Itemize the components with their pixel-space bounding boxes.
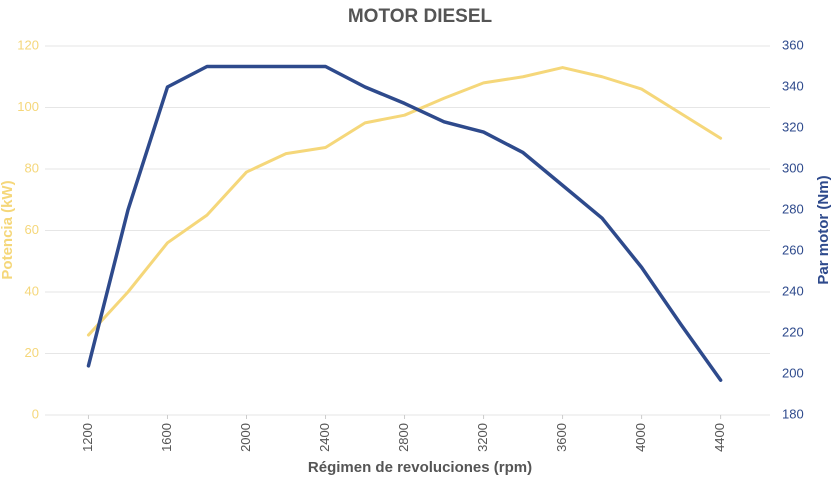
x-tick-label: 3200: [475, 423, 490, 452]
y-tick-label: 100: [17, 99, 39, 114]
y-axis-label: Potencia (kW): [0, 180, 16, 279]
y-tick-label: 80: [25, 160, 39, 175]
line-series: [86, 66, 723, 337]
x-tick-label: 1200: [80, 423, 95, 452]
x-tick-label: 2400: [317, 423, 332, 452]
x-tick-label: 3600: [554, 423, 569, 452]
y2-tick-label: 360: [782, 37, 804, 52]
y2-tick-label: 260: [782, 242, 804, 257]
y-tick-label: 0: [32, 406, 39, 421]
y2-tick-label: 220: [782, 324, 804, 339]
line-series: [86, 64, 723, 382]
x-tick-label: 2800: [396, 423, 411, 452]
y2-tick-label: 300: [782, 160, 804, 175]
x-tick-label: 1600: [159, 423, 174, 452]
y-tick-label: 20: [25, 345, 39, 360]
y2-tick-label: 340: [782, 78, 804, 93]
x-axis-label: Régimen de revoluciones (rpm): [308, 459, 532, 476]
y-tick-label: 60: [25, 222, 39, 237]
x-tick-label: 2000: [238, 423, 253, 452]
y2-tick-label: 280: [782, 201, 804, 216]
y-tick-label: 40: [25, 283, 39, 298]
y2-tick-label: 180: [782, 406, 804, 421]
chart-title: MOTOR DIESEL: [348, 6, 493, 27]
y2-axis-label: Par motor (Nm): [815, 175, 832, 284]
y-tick-label: 120: [17, 37, 39, 52]
y2-tick-label: 320: [782, 119, 804, 134]
y2-tick-label: 240: [782, 283, 804, 298]
y2-tick-label: 200: [782, 365, 804, 380]
x-tick-label: 4400: [712, 423, 727, 452]
x-tick-label: 4000: [633, 423, 648, 452]
